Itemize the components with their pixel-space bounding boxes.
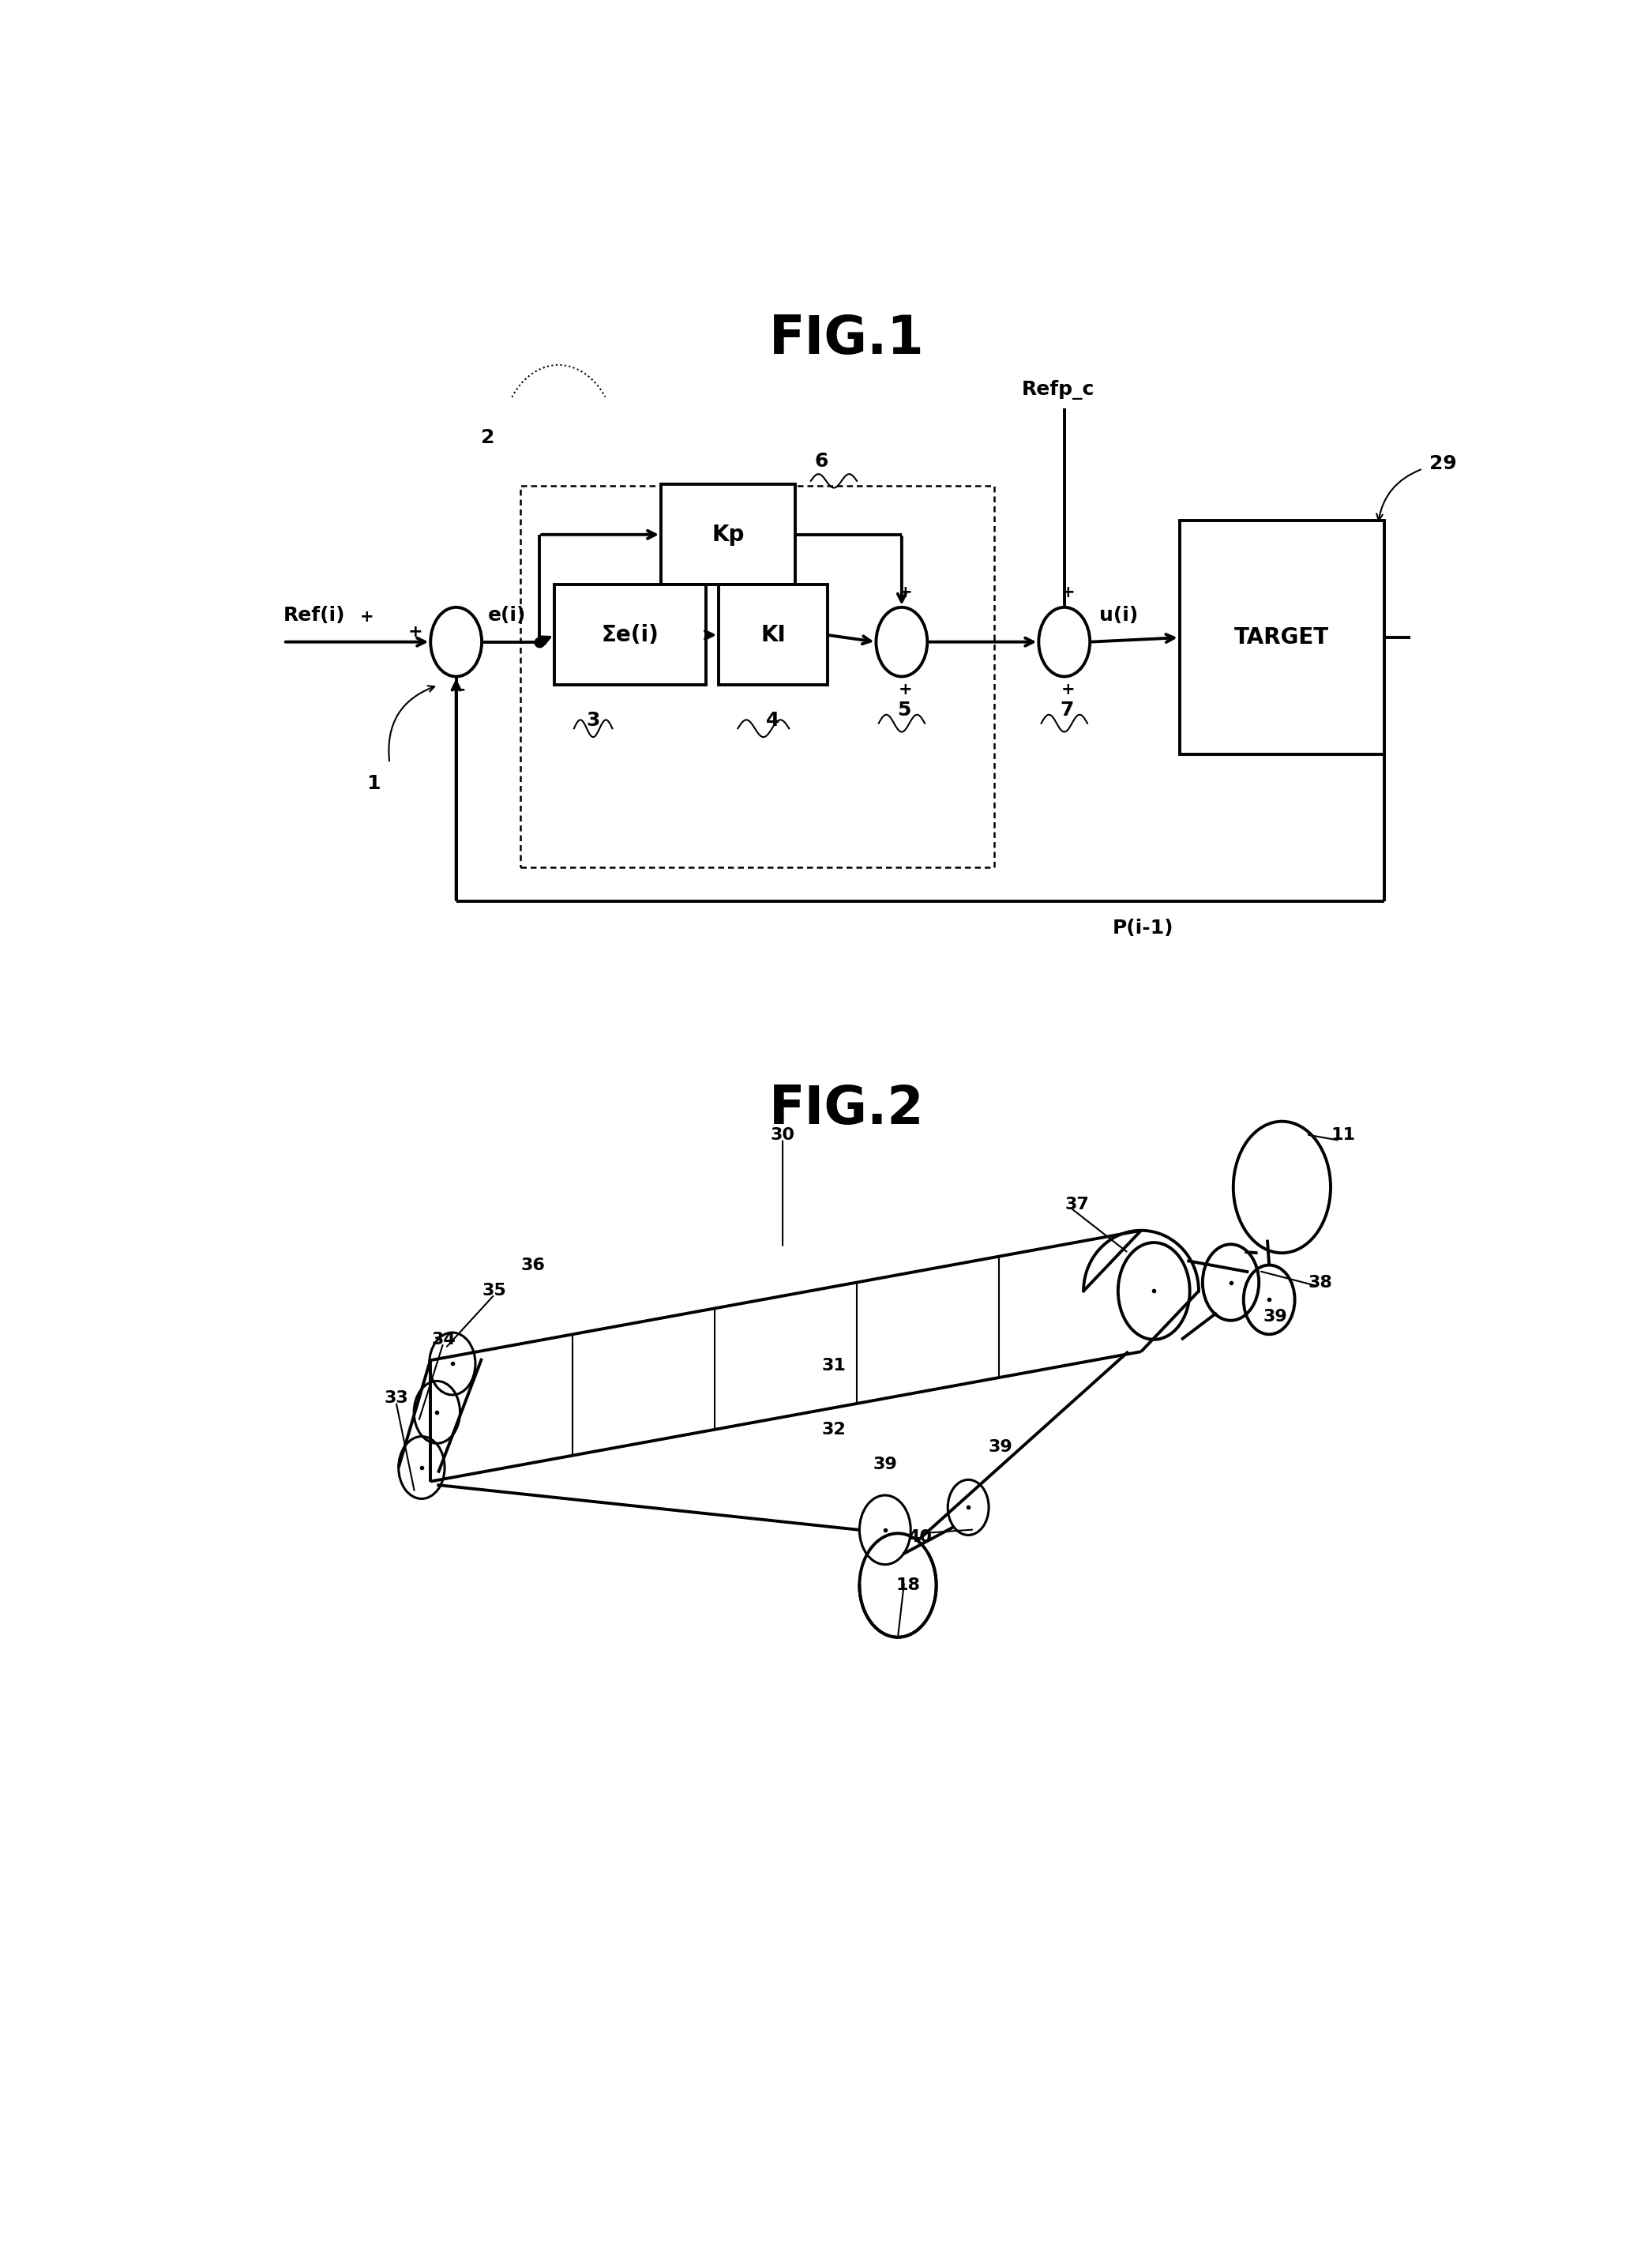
Text: 32: 32 [821,1421,846,1436]
Text: 1: 1 [367,773,380,794]
Text: 5: 5 [897,701,912,719]
Text: 7: 7 [1061,701,1074,719]
Text: 35: 35 [482,1284,507,1299]
Text: TARGET: TARGET [1234,627,1330,650]
Text: +: + [1061,681,1075,697]
Text: Refp_c: Refp_c [1021,380,1094,400]
Text: 18: 18 [895,1578,920,1594]
Text: e(i): e(i) [487,607,527,625]
Bar [719,584,828,686]
Text: +: + [360,609,373,625]
Text: 3: 3 [586,710,600,731]
Text: 39: 39 [988,1439,1013,1454]
Text: 30: 30 [770,1126,795,1144]
Text: 29: 29 [1429,454,1457,472]
Text: +: + [899,584,912,600]
Text: 31: 31 [821,1358,846,1374]
Text: 40: 40 [907,1529,932,1544]
Bar [661,483,795,584]
Text: 2: 2 [481,427,496,447]
Text: Ref(i): Ref(i) [284,605,345,625]
Text: 37: 37 [1066,1196,1089,1212]
Bar [1180,522,1384,755]
Text: +: + [899,681,912,697]
Text: +: + [1061,584,1075,600]
Text: 34: 34 [431,1331,456,1347]
Text: Kp: Kp [712,524,745,546]
Text: 39: 39 [872,1457,897,1472]
Text: FIG.1: FIG.1 [768,312,925,364]
Text: Σe(i): Σe(i) [601,625,659,645]
Text: +: + [408,623,423,638]
Bar [555,584,705,686]
Text: 39: 39 [1264,1308,1287,1324]
Text: P(i-1): P(i-1) [1112,919,1173,937]
Text: FIG.2: FIG.2 [770,1084,923,1135]
Text: 38: 38 [1308,1275,1333,1290]
Text: KI: KI [760,625,786,645]
Text: −: − [451,681,466,697]
Text: 4: 4 [767,710,780,731]
Text: 33: 33 [383,1392,408,1407]
Text: u(i): u(i) [1099,607,1138,625]
Text: 6: 6 [814,452,828,470]
Text: 11: 11 [1332,1126,1356,1144]
Text: 36: 36 [520,1257,545,1272]
